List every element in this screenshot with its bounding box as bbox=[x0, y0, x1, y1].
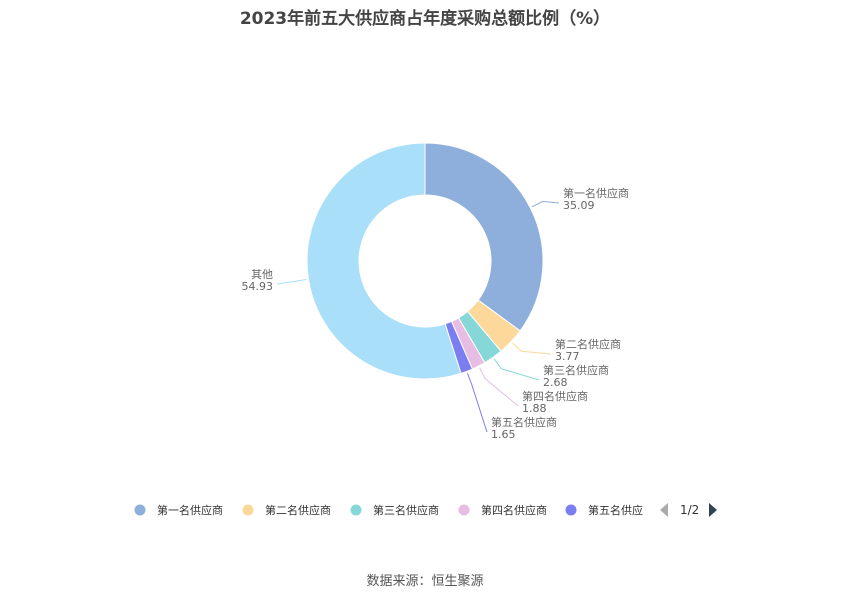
legend-item-label[interactable]: 第二名供应商 bbox=[265, 503, 331, 517]
slice-value-label: 54.93 bbox=[242, 280, 274, 293]
legend-item-label[interactable]: 第一名供应商 bbox=[157, 503, 223, 517]
slice-value-label: 2.68 bbox=[543, 376, 568, 389]
legend-marker[interactable] bbox=[350, 504, 362, 516]
label-leader-line bbox=[466, 373, 488, 433]
label-leader-line bbox=[512, 342, 552, 355]
slice-value-label: 1.65 bbox=[491, 428, 516, 441]
label-leader-line bbox=[479, 367, 519, 407]
legend-marker[interactable] bbox=[242, 504, 254, 516]
slice-name-label: 其他 bbox=[251, 268, 273, 281]
legend-page-indicator: 1/2 bbox=[680, 503, 699, 517]
slice-value-label: 3.77 bbox=[555, 350, 580, 363]
slice-name-label: 第四名供应商 bbox=[522, 389, 588, 403]
donut-slice-6[interactable] bbox=[306, 142, 462, 380]
label-leader-line bbox=[493, 358, 540, 381]
donut-slice-1[interactable] bbox=[424, 142, 544, 332]
legend-marker[interactable] bbox=[134, 504, 146, 516]
slice-name-label: 第五名供应商 bbox=[491, 415, 557, 429]
label-leader-line bbox=[531, 200, 560, 208]
slice-name-label: 第二名供应商 bbox=[555, 337, 621, 351]
legend-item-label[interactable]: 第四名供应商 bbox=[481, 503, 547, 517]
slice-value-label: 1.88 bbox=[522, 402, 547, 415]
data-source: 数据来源：恒生聚源 bbox=[366, 574, 484, 589]
slice-name-label: 第一名供应商 bbox=[563, 186, 629, 200]
slice-name-label: 第三名供应商 bbox=[543, 363, 609, 377]
chart-title: 2023年前五大供应商占年度采购总额比例（%） bbox=[239, 9, 611, 29]
legend-marker[interactable] bbox=[458, 504, 470, 516]
legend-next-page-icon[interactable] bbox=[709, 503, 717, 517]
legend-marker[interactable] bbox=[565, 504, 577, 516]
label-leader-line bbox=[276, 279, 307, 285]
legend-prev-page-icon[interactable] bbox=[660, 503, 668, 517]
slice-value-label: 35.09 bbox=[563, 199, 595, 212]
legend-item-label[interactable]: 第三名供应商 bbox=[373, 503, 439, 517]
legend-item-label[interactable]: 第五名供应 bbox=[588, 503, 643, 517]
